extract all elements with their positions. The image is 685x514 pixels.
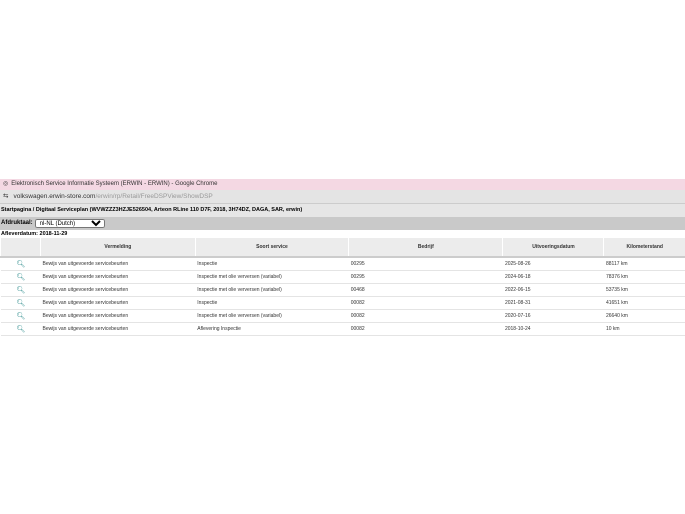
column-header [0, 238, 41, 258]
table-row: 🔍︎ Bewijs van uitgevoerde servicebeurten I… [0, 296, 685, 310]
address-bar[interactable]: ⇆ volkswagen.erwin-store.com/erwin/rp/Ret… [0, 190, 685, 203]
url-host: volkswagen.erwin-store.com [13, 193, 96, 200]
table-cell: 2020-07-16 [502, 309, 604, 323]
table-cell: Aflevering Inspectie [195, 322, 349, 336]
table-cell: 00082 [348, 322, 503, 336]
table-cell: Inspectie [195, 296, 349, 310]
table-cell: 78376 km [603, 270, 685, 284]
column-header: Soort service [194, 238, 349, 258]
column-header: Bedrijf [348, 238, 503, 258]
table-cell: Bewijs van uitgevoerde servicebeurten [40, 296, 196, 310]
table-cell: 00082 [348, 309, 503, 323]
language-label: Afdruktaal: [1, 220, 33, 226]
table-row: 🔍︎ Bewijs van uitgevoerde servicebeurten I… [0, 283, 685, 297]
magnifier-icon[interactable]: 🔍︎ [0, 283, 41, 297]
magnifier-icon[interactable]: 🔍︎ [0, 296, 41, 310]
table-cell: Bewijs van uitgevoerde servicebeurten [40, 270, 196, 284]
table-cell: Bewijs van uitgevoerde servicebeurten [40, 257, 196, 271]
table-cell: 53735 km [603, 283, 685, 297]
url-path: /erwin/rp/Retail/FreeDSPView/ShowDSP [95, 193, 213, 200]
table-row: 🔍︎ Bewijs van uitgevoerde servicebeurten A… [0, 322, 685, 336]
column-header: Vermelding [40, 238, 196, 258]
table-cell: 00295 [348, 270, 503, 284]
table-row: 🔍︎ Bewijs van uitgevoerde servicebeurten I… [0, 257, 685, 271]
table-cell: 2021-08-31 [502, 296, 604, 310]
table-cell: 26640 km [603, 309, 685, 323]
table-cell: Inspectie met olie verversen (variabel) [195, 283, 349, 297]
table-cell: Inspectie met olie verversen (variabel) [195, 270, 349, 284]
language-select[interactable]: nl-NL (Dutch) [34, 219, 105, 228]
table-cell: 2024-06-18 [502, 270, 604, 284]
table-cell: Inspectie met olie verversen (variabel) [195, 309, 349, 323]
column-header: Uitvoeringsdatum [502, 238, 604, 258]
delivery-date: Afleverdatum: 2018-11-29 [1, 231, 68, 237]
browser-icon: ◎ [3, 181, 9, 187]
window-title: Elektronisch Service Informatie Systeem … [11, 181, 218, 187]
table-cell: Inspectie [195, 257, 349, 271]
table-cell: Bewijs van uitgevoerde servicebeurten [40, 309, 196, 323]
magnifier-icon[interactable]: 🔍︎ [0, 257, 41, 271]
magnifier-icon[interactable]: 🔍︎ [0, 270, 41, 284]
table-cell: 2018-10-24 [502, 322, 604, 336]
table-cell: 00295 [348, 257, 503, 271]
table-row: 🔍︎ Bewijs van uitgevoerde servicebeurten I… [0, 309, 685, 323]
table-cell: Bewijs van uitgevoerde servicebeurten [40, 283, 196, 297]
service-table: Vermelding Soort service Bedrijf Uitvoering… [0, 238, 685, 336]
table-cell: 00082 [348, 296, 503, 310]
title-bar: ◎ Elektronisch Service Informatie Systeem… [0, 179, 685, 190]
site-settings-icon[interactable]: ⇆ [3, 193, 9, 200]
table-cell: 88117 km [603, 257, 685, 271]
magnifier-icon[interactable]: 🔍︎ [0, 309, 41, 323]
table-cell: 2025-08-26 [502, 257, 604, 271]
browser-window: ◎ Elektronisch Service Informatie Systeem… [0, 179, 685, 336]
column-header: Kilometerstand [603, 238, 685, 258]
table-cell: 10 km [603, 322, 685, 336]
magnifier-icon[interactable]: 🔍︎ [0, 322, 41, 336]
table-cell: 2022-06-15 [502, 283, 604, 297]
table-row: 🔍︎ Bewijs van uitgevoerde servicebeurten I… [0, 270, 685, 284]
table-cell: Bewijs van uitgevoerde servicebeurten [40, 322, 196, 336]
language-bar: Afdruktaal: nl-NL (Dutch) [0, 217, 685, 230]
table-cell: 41651 km [603, 296, 685, 310]
breadcrumb[interactable]: Startpagina / Digitaal Serviceplan (WVWZ… [0, 203, 685, 217]
table-cell: 00468 [348, 283, 503, 297]
